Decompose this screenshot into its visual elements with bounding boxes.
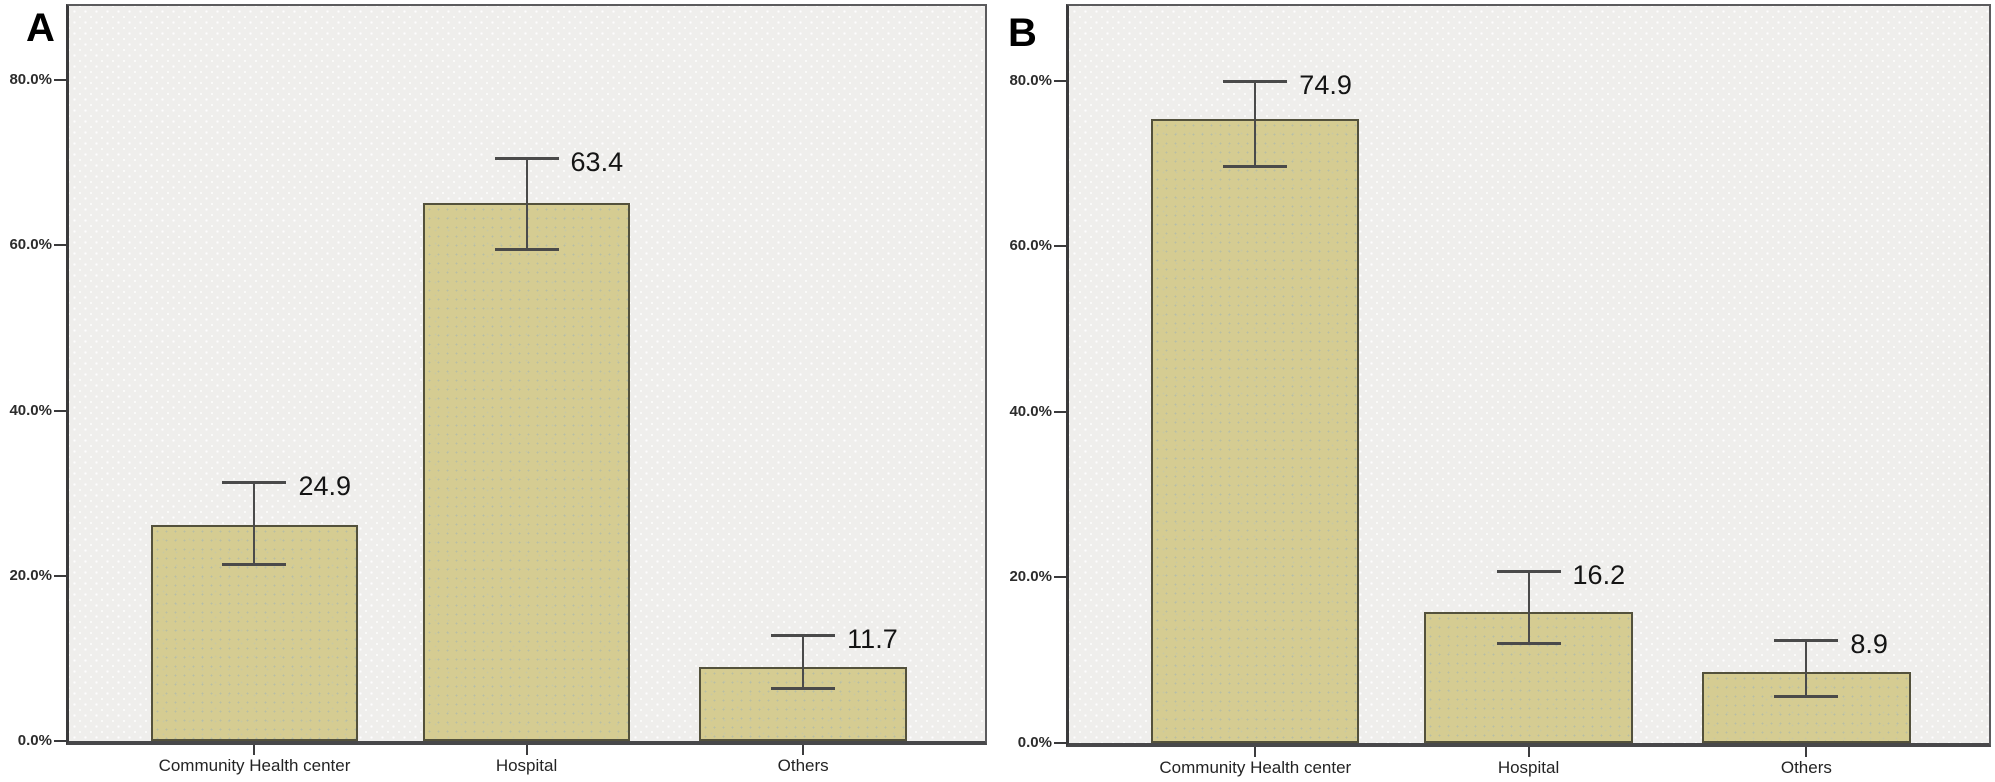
y-axis-tick: [54, 574, 66, 577]
error-bar-cap-bottom: [494, 247, 559, 251]
y-axis-tick-label: 20.0%: [1009, 568, 1052, 586]
x-axis-tick: [1527, 747, 1530, 757]
error-bar-cap-top: [1496, 569, 1561, 573]
panel-a-plot-area: 0.0% 20.0% 40.0% 60.0% 80.0% 24.9 Community He…: [9, 4, 987, 775]
error-bar-cap-bottom: [222, 563, 287, 567]
category-label-hospital: Hospital: [1497, 758, 1560, 777]
category-label-others: Others: [777, 756, 829, 775]
y-axis-tick-label: 80.0%: [9, 71, 52, 89]
error-bar: [1805, 640, 1808, 698]
error-bar: [1254, 80, 1257, 167]
y-axis-tick-label: 60.0%: [1009, 237, 1052, 255]
value-label-others: 11.7: [847, 624, 898, 655]
x-axis-tick: [802, 745, 805, 755]
error-bar-cap-bottom: [1496, 642, 1561, 646]
error-bar-cap-top: [494, 156, 559, 160]
panel-a-label: A: [26, 6, 55, 50]
y-axis-tick: [54, 79, 66, 82]
panel-b-plot-area: 0.0% 20.0% 40.0% 60.0% 80.0% 74.9 Community He…: [1009, 4, 1991, 777]
x-axis-tick: [525, 745, 528, 755]
y-axis-tick: [1054, 245, 1066, 248]
error-bar: [525, 157, 528, 250]
y-axis-tick-label: 20.0%: [9, 566, 52, 584]
y-axis-tick: [54, 244, 66, 247]
value-label-community-health-center: 74.9: [1299, 69, 1352, 100]
value-label-hospital: 63.4: [570, 146, 624, 177]
panel-b-label: B: [1008, 11, 1037, 55]
y-axis-tick: [1054, 410, 1066, 413]
category-label-community-health-center: Community Health center: [158, 756, 351, 775]
y-axis-tick-label: 60.0%: [9, 236, 52, 254]
value-label-others: 8.9: [1850, 629, 1888, 660]
y-axis-tick-label: 0.0%: [17, 732, 52, 749]
y-axis-tick-label: 40.0%: [1009, 402, 1052, 420]
error-bar-cap-bottom: [1774, 695, 1839, 699]
error-bar-cap-top: [222, 480, 287, 484]
category-label-community-health-center: Community Health center: [1159, 758, 1352, 777]
error-bar-cap-top: [1774, 639, 1839, 643]
y-axis-tick: [1054, 742, 1066, 744]
error-bar-cap-bottom: [771, 686, 836, 690]
category-label-hospital: Hospital: [495, 756, 558, 775]
y-axis-tick: [54, 740, 66, 742]
x-axis-tick: [253, 745, 256, 755]
value-label-community-health-center: 24.9: [298, 470, 352, 501]
y-axis-tick-label: 80.0%: [1009, 71, 1052, 89]
y-axis-tick: [54, 409, 66, 412]
bar-community-health-center: [1151, 119, 1360, 743]
x-axis-tick: [1805, 747, 1808, 757]
category-label-others: Others: [1780, 758, 1832, 777]
y-axis-tick: [1054, 79, 1066, 82]
y-axis-tick-label: 40.0%: [9, 401, 52, 419]
y-axis-tick: [1054, 576, 1066, 579]
x-axis-tick: [1254, 747, 1257, 757]
y-axis-tick-label: 0.0%: [1017, 734, 1052, 751]
error-bar: [802, 635, 805, 689]
bar-hospital: [422, 202, 631, 741]
error-bar-cap-top: [1223, 79, 1288, 83]
error-bar: [253, 481, 256, 566]
value-label-hospital: 16.2: [1572, 559, 1626, 590]
error-bar: [1527, 570, 1530, 645]
error-bar-cap-bottom: [1223, 164, 1288, 168]
error-bar-cap-top: [771, 634, 836, 638]
